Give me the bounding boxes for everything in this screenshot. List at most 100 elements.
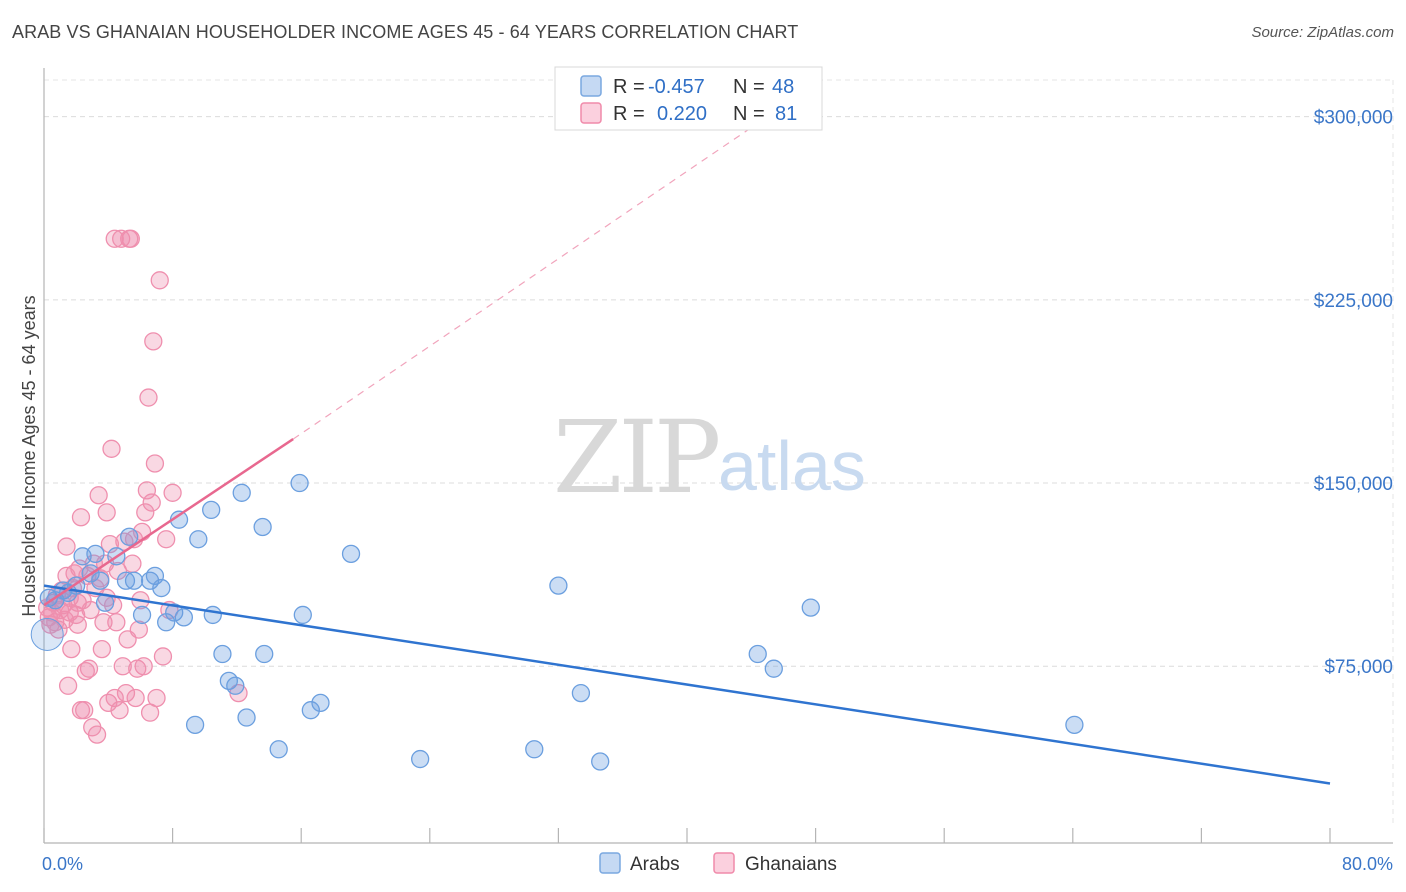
arab-point-21 [174,608,194,627]
y-tick-labels: $75,000 $150,000 $225,000 $300,000 [1314,108,1393,679]
arab-point-31 [253,517,272,537]
y-axis-label: Householder Income Ages 45 - 64 years [19,295,39,616]
arab-trendline [43,584,1331,785]
ghanaian-point-63 [129,620,148,639]
legend-r-value-arab: -0.457 [648,76,705,98]
arab-point-32 [255,644,274,664]
arab-point-42 [571,683,591,703]
bottom-legend-swatch-arab [599,852,621,874]
ghanaian-point-51 [110,701,129,720]
arab-point-30 [237,708,256,727]
bottom-legend-swatch-ghana [713,852,735,874]
ghanaian-point-72 [144,332,163,351]
arab-points [30,473,1084,771]
arab-point-13 [124,571,144,590]
arab-point-29 [232,483,251,502]
bottom-legend-label-ghana: Ghanaians [745,854,837,875]
arab-point-36 [301,701,320,720]
ghanaian-point-17 [62,639,81,659]
legend-r-label-ghana: R = [613,103,645,125]
arab-point-47 [1065,715,1084,735]
arab-point-7 [86,544,105,564]
ghanaian-point-45 [102,439,121,458]
legend-r-value-ghana: 0.220 [657,103,707,125]
ghanaian-point-77 [157,530,176,549]
ghanaian-point-14 [58,676,78,695]
y-tick-label-3: $300,000 [1314,108,1393,129]
legend-swatch-ghana [580,102,602,124]
ghanaian-point-66 [134,657,153,676]
ghanaian-trendline-extension [292,116,768,440]
ghanaian-trendline [43,438,294,607]
arab-point-17 [152,578,171,598]
ghanaian-point-67 [136,503,155,522]
ghanaian-point-28 [76,661,95,681]
source-credit: Source: ZipAtlas.com [1251,24,1394,41]
watermark-atlas: atlas [718,427,866,505]
arab-point-28 [226,676,245,695]
ghanaian-point-47 [105,229,124,248]
x-tick-label-0: 0.0% [42,854,83,874]
ghanaian-point-55 [116,683,136,703]
arab-point-38 [341,544,361,564]
arab-point-35 [293,605,312,625]
arab-point-24 [202,500,221,520]
arab-point-39 [411,749,430,769]
series-legend: Arabs Ghanaians [599,852,837,875]
x-tick-label-1: 80.0% [1342,854,1393,874]
ghanaian-point-79 [163,483,182,502]
arab-point-14 [132,605,152,625]
ghanaian-point-58 [121,229,140,248]
ghanaian-point-53 [113,657,132,676]
ghanaian-point-39 [94,613,113,632]
legend-n-value-ghana: 81 [775,103,797,125]
ghanaian-point-42 [97,503,116,522]
ghanaian-point-71 [142,493,161,512]
ghanaian-point-73 [145,454,165,473]
ghanaian-point-27 [75,701,94,720]
watermark-zip: ZIP [553,399,718,516]
y-tick-label-1: $150,000 [1314,474,1393,495]
arab-point-25 [203,605,222,625]
arab-point-8 [91,571,110,590]
x-tick-labels: 0.0% 80.0% [42,854,1393,874]
legend-n-value-arab: 48 [772,76,794,98]
ghanaian-point-59 [123,554,142,573]
arab-point-12 [120,527,139,546]
ghanaian-point-38 [92,639,112,659]
ghanaian-point-76 [153,647,173,666]
ghanaian-point-69 [139,388,158,407]
watermark: ZIP atlas [553,399,866,516]
arab-point-26 [213,644,232,664]
arab-point-37 [311,693,330,713]
arab-point-33 [269,740,288,759]
ghanaian-point-30 [79,659,99,678]
ghanaian-point-35 [87,725,107,744]
legend-swatch-arab [580,75,602,97]
arab-point-40 [525,740,544,759]
arab-point-45 [764,659,783,678]
arab-point-43 [591,752,610,771]
arab-point-44 [748,644,767,664]
legend-n-label-ghana: N = [733,103,765,125]
y-tick-label-2: $225,000 [1314,291,1393,312]
grid-lines [44,79,1394,825]
arab-point-46 [801,598,820,617]
correlation-legend: R = -0.457 N = 48 R = 0.220 N = 81 [554,66,823,131]
ghanaian-point-31 [81,600,100,620]
arab-point-34 [290,473,309,493]
ghanaian-point-49 [107,613,126,632]
legend-r-label-arab: R = [613,76,645,98]
arab-cluster-point [30,617,64,651]
arab-point-41 [549,576,568,595]
ghanaian-point-36 [89,486,108,505]
trendlines [43,116,1331,785]
y-tick-label-0: $75,000 [1324,657,1393,678]
axes [43,68,1393,844]
legend-n-label-arab: N = [733,76,765,98]
ghanaian-point-75 [150,271,169,290]
ghanaian-point-25 [71,508,91,527]
ghanaian-point-74 [147,688,166,708]
bottom-legend-label-arab: Arabs [630,854,680,875]
